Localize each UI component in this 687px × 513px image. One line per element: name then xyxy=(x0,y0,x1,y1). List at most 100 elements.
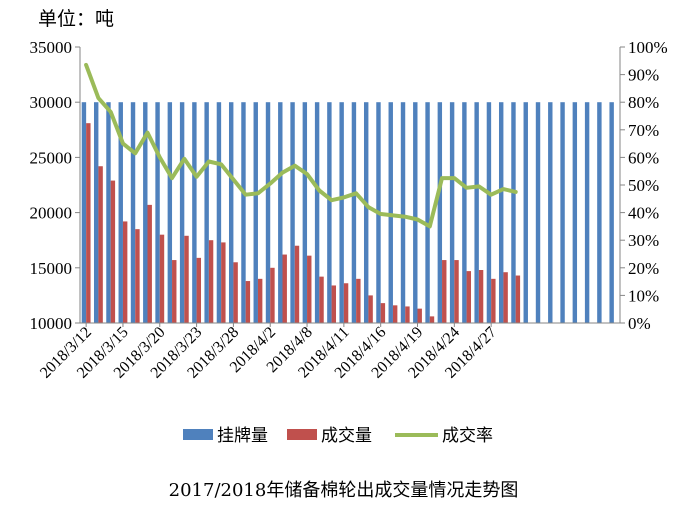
right-tick-label: 50% xyxy=(628,176,659,195)
deal-volume-bar xyxy=(319,276,324,323)
right-tick-label: 40% xyxy=(628,204,659,223)
deal-volume-bar xyxy=(86,123,91,324)
left-tick-label: 20000 xyxy=(30,204,73,223)
deal-volume-bar xyxy=(466,271,472,323)
listing-volume-bar xyxy=(93,102,99,323)
deal-volume-bar xyxy=(172,260,177,323)
left-tick-label: 25000 xyxy=(30,148,73,167)
listing-volume-bar xyxy=(400,102,406,323)
chart-title: 2017/2018年储备棉轮出成交量情况走势图 xyxy=(168,480,519,501)
legend-label-deal: 成交量 xyxy=(321,426,372,445)
listing-volume-bar xyxy=(228,102,234,323)
deal-volume-bar xyxy=(380,303,386,323)
deal-volume-bar xyxy=(98,166,103,323)
right-tick-label: 10% xyxy=(628,286,659,305)
listing-volume-bar xyxy=(118,102,123,323)
listing-volume-bar xyxy=(474,102,479,323)
deal-volume-bar xyxy=(331,285,337,323)
deal-volume-bar xyxy=(294,245,300,323)
deal-volume-bar xyxy=(282,254,287,323)
deal-volume-bar xyxy=(110,180,116,323)
listing-volume-bar xyxy=(204,102,209,323)
listing-volume-bar xyxy=(388,102,393,323)
legend: 挂牌量 成交量 成交率 xyxy=(183,426,493,445)
deal-volume-bar xyxy=(503,272,508,323)
right-tick-label: 0% xyxy=(628,314,651,333)
listing-volume-bar xyxy=(241,102,246,323)
left-tick-label: 10000 xyxy=(30,314,73,333)
deal-volume-bar xyxy=(307,255,312,323)
deal-volume-bar xyxy=(147,204,152,323)
deal-volume-bar xyxy=(221,242,226,323)
listing-volume-bar xyxy=(462,102,467,323)
listing-volume-bar xyxy=(265,102,271,323)
deal-volume-bar xyxy=(417,308,422,323)
right-tick-label: 70% xyxy=(628,121,659,140)
deal-volume-bar xyxy=(122,221,128,323)
listing-volume-bar xyxy=(560,102,565,323)
listing-volume-bar xyxy=(179,102,185,323)
listing-volume-bar xyxy=(425,102,430,323)
listing-volume-bar xyxy=(216,102,222,323)
listing-volume-bar xyxy=(449,102,455,323)
listing-volume-bar xyxy=(253,102,258,323)
listing-volume-bar xyxy=(192,102,197,323)
right-tick-label: 60% xyxy=(628,148,659,167)
listing-volume-bar xyxy=(609,102,614,323)
deal-volume-bar xyxy=(343,283,349,323)
listing-volume-bar xyxy=(81,102,87,323)
right-tick-label: 30% xyxy=(628,231,659,250)
right-tick-label: 80% xyxy=(628,93,659,112)
right-tick-label: 20% xyxy=(628,259,659,278)
deal-rate-series-line xyxy=(84,62,518,229)
listing-volume-bar xyxy=(535,102,541,323)
listing-volume-bar xyxy=(511,102,516,323)
right-tick-label: 90% xyxy=(628,66,659,85)
listing-volume-bar xyxy=(106,102,111,323)
deal-volume-bar xyxy=(405,306,410,323)
listing-volume-bars xyxy=(81,102,614,323)
deal-volume-bar xyxy=(196,257,202,323)
listing-volume-bar xyxy=(339,102,344,323)
deal-volume-bar xyxy=(184,235,189,323)
deal-volume-bar xyxy=(356,278,361,323)
deal-rate-line xyxy=(84,62,518,229)
listing-volume-bar xyxy=(597,102,602,323)
listing-volume-bar xyxy=(290,102,295,323)
deal-volume-bar xyxy=(478,270,484,323)
left-axis-ticks: 10000 15000 20000 25000 30000 35000 xyxy=(30,38,80,333)
listing-volume-bar xyxy=(523,102,528,323)
listing-volume-bar xyxy=(327,102,332,323)
deal-volume-bar xyxy=(159,234,165,323)
listing-volume-bar xyxy=(413,102,418,323)
listing-volume-bar xyxy=(130,102,136,323)
listing-volume-bar xyxy=(167,102,173,323)
listing-volume-bar xyxy=(572,102,578,323)
listing-volume-bar xyxy=(363,102,369,323)
legend-label-listing: 挂牌量 xyxy=(217,426,268,445)
unit-label: 单位：吨 xyxy=(38,8,115,30)
left-tick-label: 15000 xyxy=(30,259,73,278)
listing-volume-bar xyxy=(498,102,504,323)
deal-volume-bar xyxy=(135,229,140,323)
left-tick-label: 35000 xyxy=(30,38,73,57)
deal-volume-bar xyxy=(368,295,373,323)
right-axis-ticks: 0% 10% 20% 30% 40% 50% 60% 70% 80% 90% 100% xyxy=(620,38,668,333)
listing-volume-bar xyxy=(155,102,160,323)
deal-volume-bar xyxy=(392,305,398,323)
right-tick-label: 100% xyxy=(628,38,668,57)
deal-volume-bar xyxy=(515,275,521,323)
listing-volume-bar xyxy=(351,102,357,323)
deal-volume-bar xyxy=(245,281,251,323)
listing-volume-bar xyxy=(584,102,590,323)
deal-volume-bar xyxy=(429,316,435,323)
deal-volume-bar xyxy=(442,260,447,323)
listing-volume-bar xyxy=(437,102,443,323)
deal-volume-bar xyxy=(454,260,459,323)
deal-volume-bar xyxy=(270,267,275,323)
left-tick-label: 30000 xyxy=(30,93,73,112)
listing-volume-bar xyxy=(548,102,553,323)
legend-label-rate: 成交率 xyxy=(442,426,493,445)
listing-volume-bar xyxy=(314,102,320,323)
